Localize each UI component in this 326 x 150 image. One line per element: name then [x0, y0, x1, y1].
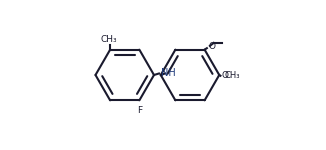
- Text: F: F: [137, 106, 142, 115]
- Text: O: O: [209, 42, 216, 51]
- Text: CH₃: CH₃: [100, 35, 117, 44]
- Text: CH₃: CH₃: [225, 71, 240, 80]
- Text: O: O: [221, 71, 229, 80]
- Text: NH: NH: [161, 68, 175, 78]
